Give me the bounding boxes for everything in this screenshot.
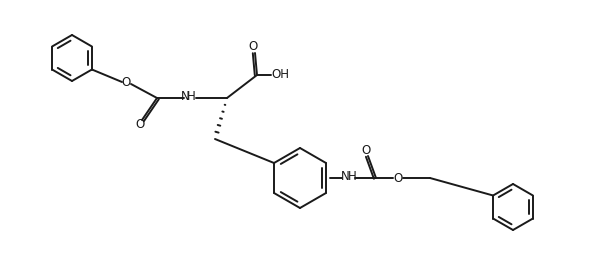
Text: N: N — [181, 90, 189, 104]
Text: OH: OH — [271, 69, 289, 82]
Text: H: H — [187, 90, 195, 104]
Text: H: H — [347, 171, 356, 183]
Text: O: O — [393, 172, 402, 185]
Text: O: O — [121, 76, 131, 90]
Text: O: O — [248, 41, 258, 54]
Text: N: N — [341, 171, 349, 183]
Text: O: O — [136, 119, 144, 132]
Text: O: O — [361, 143, 371, 157]
